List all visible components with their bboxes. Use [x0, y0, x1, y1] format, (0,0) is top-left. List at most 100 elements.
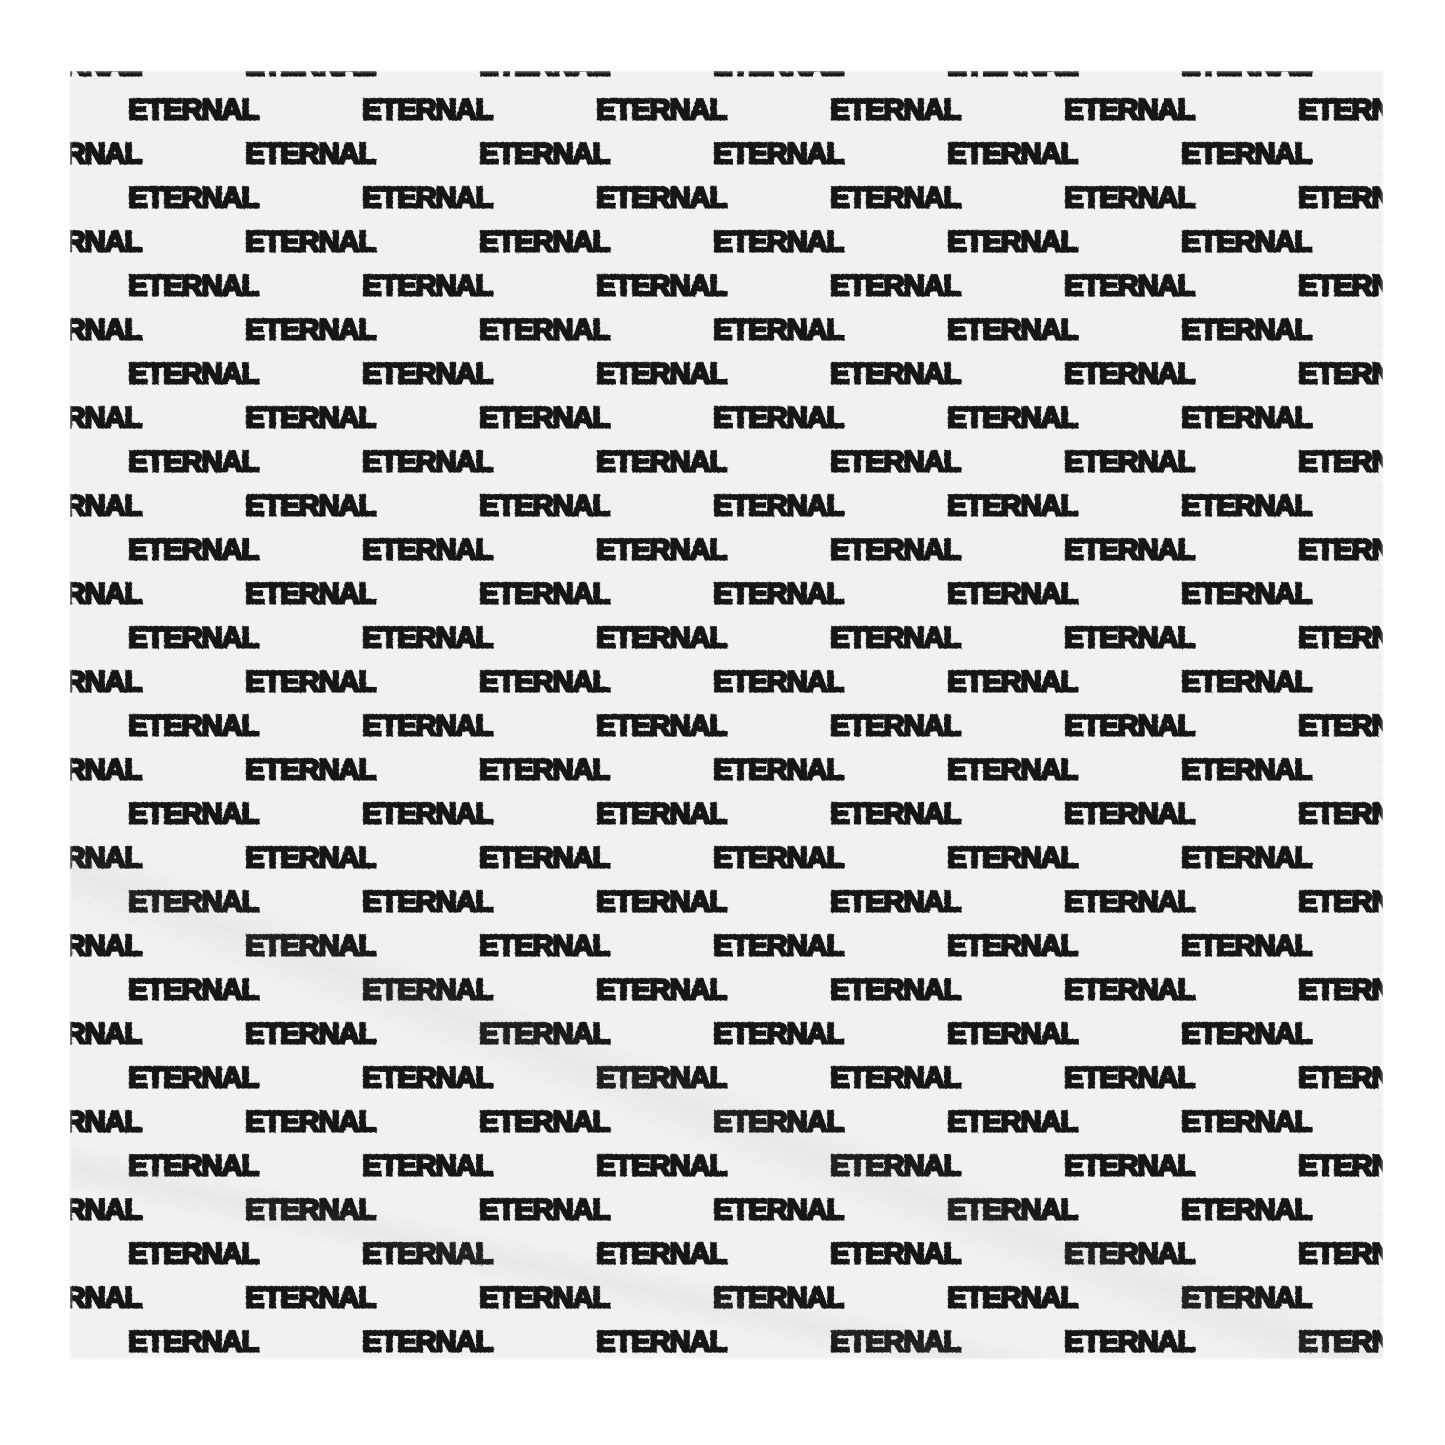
svg-text:ETERNAL: ETERNAL [714, 1195, 844, 1227]
svg-text:ETERNAL: ETERNAL [948, 843, 1078, 875]
svg-text:ETERNAL: ETERNAL [363, 1063, 493, 1095]
svg-text:ETERNAL: ETERNAL [1065, 975, 1195, 1007]
svg-text:ETERNAL: ETERNAL [129, 535, 259, 567]
svg-text:ETERNAL: ETERNAL [831, 887, 961, 919]
svg-text:ETERNAL: ETERNAL [1182, 139, 1312, 171]
svg-text:ETERNAL: ETERNAL [1065, 359, 1195, 391]
svg-text:ETERNAL: ETERNAL [948, 227, 1078, 259]
svg-text:ETERNAL: ETERNAL [129, 711, 259, 743]
svg-text:ETERNAL: ETERNAL [70, 71, 142, 83]
svg-text:ETERNAL: ETERNAL [480, 71, 610, 83]
svg-text:ETERNAL: ETERNAL [948, 755, 1078, 787]
svg-text:ETERNAL: ETERNAL [1182, 71, 1312, 83]
svg-text:ETERNAL: ETERNAL [480, 1107, 610, 1139]
svg-text:ETERNAL: ETERNAL [1299, 535, 1383, 567]
svg-text:ETERNAL: ETERNAL [714, 1019, 844, 1051]
svg-text:ETERNAL: ETERNAL [948, 403, 1078, 435]
svg-text:ETERNAL: ETERNAL [831, 535, 961, 567]
svg-text:ETERNAL: ETERNAL [1065, 535, 1195, 567]
svg-text:ETERNAL: ETERNAL [1299, 1239, 1383, 1271]
svg-text:ETERNAL: ETERNAL [1182, 755, 1312, 787]
svg-text:ETERNAL: ETERNAL [246, 315, 376, 347]
svg-text:ETERNAL: ETERNAL [129, 95, 259, 127]
svg-text:ETERNAL: ETERNAL [70, 667, 142, 699]
svg-text:ETERNAL: ETERNAL [948, 1107, 1078, 1139]
svg-text:ETERNAL: ETERNAL [597, 711, 727, 743]
svg-text:ETERNAL: ETERNAL [480, 931, 610, 963]
svg-text:ETERNAL: ETERNAL [1182, 931, 1312, 963]
svg-text:ETERNAL: ETERNAL [363, 271, 493, 303]
svg-text:ETERNAL: ETERNAL [1299, 1151, 1383, 1183]
svg-text:ETERNAL: ETERNAL [70, 579, 142, 611]
svg-text:ETERNAL: ETERNAL [129, 359, 259, 391]
svg-text:ETERNAL: ETERNAL [831, 359, 961, 391]
svg-text:ETERNAL: ETERNAL [70, 843, 142, 875]
svg-text:ETERNAL: ETERNAL [714, 71, 844, 83]
svg-text:ETERNAL: ETERNAL [831, 183, 961, 215]
svg-text:ETERNAL: ETERNAL [1065, 711, 1195, 743]
svg-text:ETERNAL: ETERNAL [597, 535, 727, 567]
svg-text:ETERNAL: ETERNAL [363, 359, 493, 391]
svg-text:ETERNAL: ETERNAL [70, 1019, 142, 1051]
svg-text:ETERNAL: ETERNAL [363, 535, 493, 567]
svg-text:ETERNAL: ETERNAL [714, 139, 844, 171]
svg-text:ETERNAL: ETERNAL [70, 403, 142, 435]
svg-text:ETERNAL: ETERNAL [1065, 183, 1195, 215]
svg-text:ETERNAL: ETERNAL [246, 1107, 376, 1139]
svg-text:ETERNAL: ETERNAL [831, 799, 961, 831]
svg-text:ETERNAL: ETERNAL [948, 491, 1078, 523]
svg-text:ETERNAL: ETERNAL [1182, 579, 1312, 611]
svg-text:ETERNAL: ETERNAL [948, 315, 1078, 347]
svg-text:ETERNAL: ETERNAL [714, 1107, 844, 1139]
svg-text:ETERNAL: ETERNAL [246, 843, 376, 875]
svg-text:ETERNAL: ETERNAL [1182, 1019, 1312, 1051]
svg-text:ETERNAL: ETERNAL [363, 975, 493, 1007]
svg-text:ETERNAL: ETERNAL [1182, 227, 1312, 259]
svg-text:ETERNAL: ETERNAL [831, 623, 961, 655]
svg-text:ETERNAL: ETERNAL [1065, 95, 1195, 127]
svg-text:ETERNAL: ETERNAL [597, 359, 727, 391]
svg-text:ETERNAL: ETERNAL [1182, 403, 1312, 435]
svg-text:ETERNAL: ETERNAL [831, 447, 961, 479]
svg-text:ETERNAL: ETERNAL [1299, 1063, 1383, 1095]
svg-text:ETERNAL: ETERNAL [597, 1151, 727, 1183]
svg-text:ETERNAL: ETERNAL [831, 1151, 961, 1183]
svg-text:ETERNAL: ETERNAL [480, 227, 610, 259]
svg-text:ETERNAL: ETERNAL [363, 95, 493, 127]
svg-text:ETERNAL: ETERNAL [597, 95, 727, 127]
svg-text:ETERNAL: ETERNAL [1065, 1151, 1195, 1183]
svg-text:ETERNAL: ETERNAL [129, 447, 259, 479]
svg-text:ETERNAL: ETERNAL [831, 271, 961, 303]
svg-text:ETERNAL: ETERNAL [1065, 1327, 1195, 1359]
svg-text:ETERNAL: ETERNAL [948, 71, 1078, 83]
svg-text:ETERNAL: ETERNAL [246, 1283, 376, 1315]
svg-text:ETERNAL: ETERNAL [1299, 359, 1383, 391]
svg-text:ETERNAL: ETERNAL [597, 183, 727, 215]
svg-text:ETERNAL: ETERNAL [948, 1019, 1078, 1051]
svg-text:ETERNAL: ETERNAL [948, 1195, 1078, 1227]
svg-text:ETERNAL: ETERNAL [480, 1019, 610, 1051]
svg-text:ETERNAL: ETERNAL [1182, 315, 1312, 347]
svg-text:ETERNAL: ETERNAL [363, 887, 493, 919]
svg-text:ETERNAL: ETERNAL [129, 1151, 259, 1183]
svg-text:ETERNAL: ETERNAL [480, 1283, 610, 1315]
svg-text:ETERNAL: ETERNAL [363, 183, 493, 215]
svg-text:ETERNAL: ETERNAL [714, 667, 844, 699]
svg-text:ETERNAL: ETERNAL [480, 1195, 610, 1227]
svg-text:ETERNAL: ETERNAL [70, 755, 142, 787]
svg-text:ETERNAL: ETERNAL [1065, 447, 1195, 479]
svg-text:ETERNAL: ETERNAL [1299, 447, 1383, 479]
svg-text:ETERNAL: ETERNAL [363, 799, 493, 831]
svg-text:ETERNAL: ETERNAL [1065, 623, 1195, 655]
svg-text:ETERNAL: ETERNAL [831, 1327, 961, 1359]
svg-text:ETERNAL: ETERNAL [1182, 1283, 1312, 1315]
svg-text:ETERNAL: ETERNAL [129, 1239, 259, 1271]
svg-text:ETERNAL: ETERNAL [714, 403, 844, 435]
svg-text:ETERNAL: ETERNAL [948, 139, 1078, 171]
svg-text:ETERNAL: ETERNAL [831, 711, 961, 743]
svg-text:ETERNAL: ETERNAL [831, 95, 961, 127]
svg-text:ETERNAL: ETERNAL [480, 139, 610, 171]
svg-text:ETERNAL: ETERNAL [597, 1327, 727, 1359]
svg-text:ETERNAL: ETERNAL [129, 1063, 259, 1095]
svg-text:ETERNAL: ETERNAL [831, 1063, 961, 1095]
